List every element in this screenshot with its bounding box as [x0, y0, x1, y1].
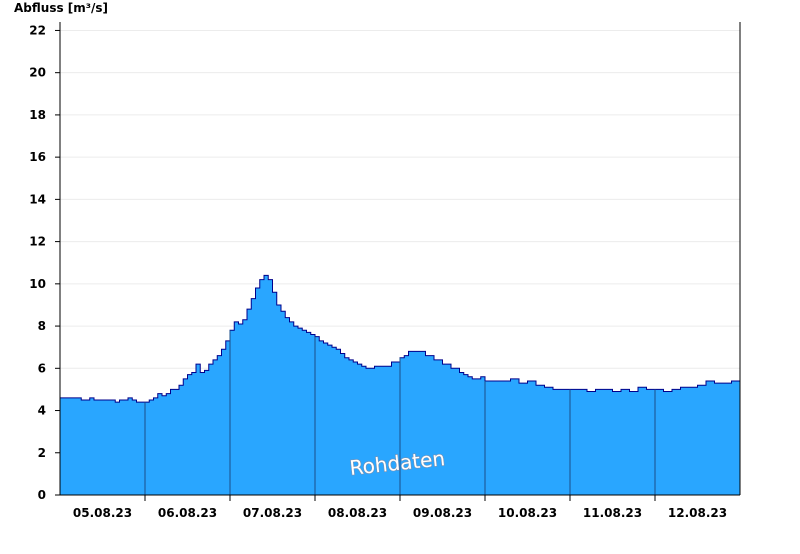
y-tick-label: 2 — [38, 446, 46, 460]
y-tick-label: 4 — [38, 404, 46, 418]
y-tick-label: 22 — [29, 23, 46, 37]
y-tick-label: 14 — [29, 192, 46, 206]
axes — [55, 22, 741, 501]
series-line — [60, 274, 740, 403]
y-axis-title: Abfluss [m³/s] — [14, 1, 109, 15]
tick-labels: 0 2 4 6 8 10 12 14 16 18 20 22 05.08.23 06.08.23 07.08… — [29, 23, 727, 520]
x-tick-label: 05.08.23 — [73, 506, 132, 520]
x-tick-label: 09.08.23 — [413, 506, 472, 520]
y-tick-label: 8 — [38, 319, 46, 333]
y-tick-label: 12 — [29, 235, 46, 249]
y-tick-label: 10 — [29, 277, 46, 291]
y-tick-label: 16 — [29, 150, 46, 164]
x-tick-label: 11.08.23 — [583, 506, 642, 520]
y-tick-label: 6 — [38, 361, 46, 375]
x-tick-label: 07.08.23 — [243, 506, 302, 520]
x-tick-label: 06.08.23 — [158, 506, 217, 520]
day-separators — [144, 330, 656, 495]
x-tick-label: 12.08.23 — [668, 506, 727, 520]
y-tick-label: 20 — [29, 66, 46, 80]
y-tick-label: 18 — [29, 108, 46, 122]
y-tick-label: 0 — [38, 488, 46, 502]
x-tick-label: 08.08.23 — [328, 506, 387, 520]
x-tick-label: 10.08.23 — [498, 506, 557, 520]
